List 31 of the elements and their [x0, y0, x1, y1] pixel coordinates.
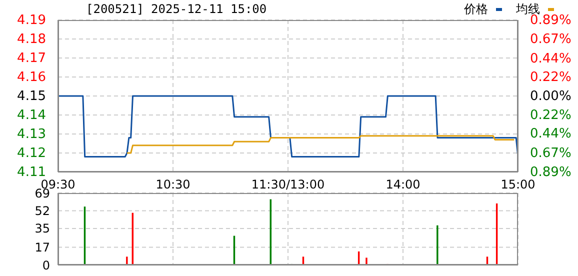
x-tick-label: 14:00	[386, 178, 420, 192]
legend-label: 均线	[516, 1, 540, 16]
x-tick-label: 11:30/13:00	[251, 178, 325, 192]
y-tick-label: 4.17	[17, 51, 46, 66]
y-tick-label: 4.12	[17, 146, 46, 161]
y2-tick-label: 0.67%	[530, 146, 572, 162]
y2-tick-label: 0.89%	[530, 165, 572, 180]
y-tick-label: 4.18	[17, 32, 46, 47]
y-tick-label: 0	[42, 258, 50, 272]
line-series	[126, 135, 515, 154]
y-tick-label: 4.16	[17, 70, 46, 85]
y-tick-label: 4.11	[17, 165, 46, 180]
y2-tick-label: 0.22%	[530, 70, 572, 86]
y-tick-label: 52	[34, 204, 50, 218]
y2-tick-label: 0.22%	[530, 108, 572, 123]
y2-tick-label: 0.00%	[530, 89, 572, 104]
line-series	[58, 95, 518, 158]
y-tick-label: 4.15	[17, 89, 46, 104]
y2-tick-label: 0.44%	[530, 51, 572, 66]
y-tick-label: 17	[34, 240, 50, 255]
y-tick-label: 4.14	[17, 108, 46, 123]
y-tick-label: 4.19	[17, 13, 46, 28]
x-tick-label: 15:00	[500, 178, 536, 192]
y-tick-label: 35	[34, 222, 50, 236]
x-tick-label: 10:30	[156, 178, 190, 192]
y2-tick-label: 0.67%	[530, 32, 572, 47]
y-tick-label: 4.13	[17, 127, 46, 142]
y2-tick-label: 0.44%	[530, 126, 572, 142]
chart-title: [200521] 2025-12-11 15:00	[86, 2, 267, 16]
y2-tick-label: 0.89%	[530, 13, 572, 28]
legend-label: 价格	[464, 1, 488, 18]
